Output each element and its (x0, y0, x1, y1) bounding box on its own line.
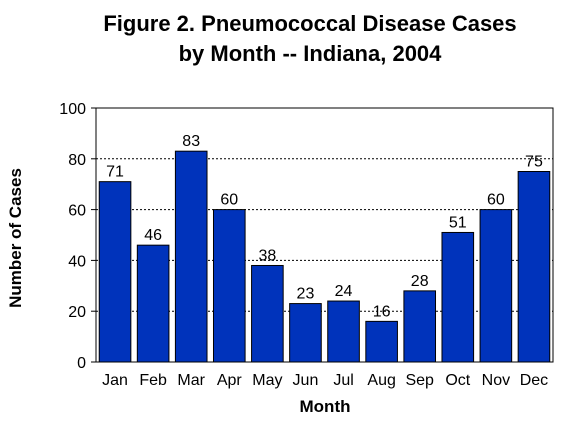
data-label: 51 (449, 214, 467, 231)
x-tick-label: Jan (102, 372, 128, 389)
x-tick-label: Nov (482, 372, 510, 389)
y-tick-label: 80 (68, 152, 86, 169)
x-tick-label: May (252, 372, 282, 389)
data-label: 60 (220, 192, 238, 209)
x-tick-label: Jul (333, 372, 353, 389)
bar-mar (174, 150, 208, 363)
data-label: 24 (335, 283, 353, 300)
bar-sep (403, 290, 437, 363)
chart-title-line1: Figure 2. Pneumococcal Disease Cases (103, 11, 517, 36)
x-tick-label: Mar (177, 372, 205, 389)
bar-aug (365, 320, 398, 363)
bar-dec (517, 171, 551, 363)
x-tick-label: Apr (217, 372, 243, 389)
x-tick-label: Dec (520, 372, 548, 389)
x-tick-label: Feb (139, 372, 167, 389)
data-label: 38 (258, 247, 276, 264)
y-tick-label: 100 (59, 101, 86, 118)
plot-area (95, 107, 554, 363)
data-label: 75 (525, 154, 543, 171)
data-label: 71 (106, 164, 124, 181)
x-tick-label: Jun (293, 372, 319, 389)
bar-may (251, 264, 284, 363)
bar-jul (327, 300, 360, 363)
bar-feb (136, 244, 170, 363)
data-label: 28 (411, 273, 429, 290)
y-tick-label: 20 (68, 304, 86, 321)
x-tick-label: Sep (405, 372, 434, 389)
y-tick-label: 40 (68, 253, 86, 270)
data-label: 60 (487, 192, 505, 209)
y-tick-label: 60 (68, 203, 86, 220)
x-tick-label: Oct (445, 372, 470, 389)
data-label: 83 (182, 133, 200, 150)
bar-nov (479, 209, 513, 363)
bar-oct (441, 231, 475, 363)
x-tick-label: Aug (367, 372, 395, 389)
data-label: 23 (297, 286, 315, 303)
data-label: 46 (144, 227, 162, 244)
y-tick-label: 0 (77, 355, 86, 372)
data-label: 16 (373, 303, 391, 320)
chart-title-line2: by Month -- Indiana, 2004 (178, 41, 442, 66)
bar-jan (98, 181, 132, 363)
bar-apr (212, 209, 246, 363)
bar-jun (289, 303, 322, 363)
y-axis-label: Number of Cases (6, 168, 25, 308)
x-axis-label: Month (299, 397, 351, 416)
